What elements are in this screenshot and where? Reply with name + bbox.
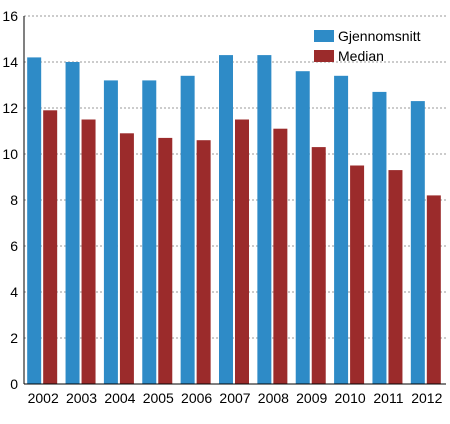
x-tick-label: 2002	[28, 390, 59, 406]
bar-median-2002	[43, 110, 58, 385]
bar-median-2007	[235, 119, 249, 384]
x-tick-label: 2010	[335, 390, 366, 406]
x-tick-label: 2005	[143, 390, 174, 406]
bar-gjennomsnitt-2010	[334, 75, 349, 385]
bar-median-2009	[311, 147, 326, 384]
x-tick-label: 2007	[219, 390, 250, 406]
bar-median-2008	[273, 128, 288, 384]
x-tick-labels: 2002 2003 2004 2005 2006 2007 2008 2009 2010 2011…	[28, 390, 443, 406]
bar-gjennomsnitt-2005	[142, 80, 157, 385]
legend: Gjennomsnitt Median	[314, 28, 421, 64]
bar-gjennomsnitt-2004	[103, 80, 118, 385]
legend-label: Median	[338, 48, 384, 64]
x-tick-label: 2012	[411, 390, 442, 406]
bar-gjennomsnitt-2008	[257, 55, 272, 384]
y-tick-label: 14	[2, 54, 18, 70]
bar-gjennomsnitt-2009	[295, 71, 310, 384]
y-tick-label: 10	[2, 146, 18, 162]
x-tick-label: 2004	[104, 390, 135, 406]
y-tick-label: 4	[10, 284, 18, 300]
x-tick-label: 2011	[373, 390, 403, 406]
bar-median-2010	[350, 165, 365, 384]
bar-gjennomsnitt-2012	[410, 101, 425, 384]
x-tick-label: 2008	[258, 390, 289, 406]
bars	[27, 55, 441, 385]
y-tick-label: 6	[10, 238, 18, 254]
bar-median-2006	[196, 140, 211, 384]
bar-gjennomsnitt-2003	[65, 62, 80, 384]
bar-median-2005	[158, 137, 173, 384]
legend-swatch-median	[314, 50, 334, 62]
bar-median-2004	[119, 133, 134, 384]
y-tick-label: 16	[2, 8, 18, 24]
y-tick-labels: 0 2 4 6 8 10 12 14 16	[2, 8, 18, 392]
y-tick-label: 2	[10, 330, 18, 346]
x-tick-label: 2003	[66, 390, 97, 406]
bar-gjennomsnitt-2006	[180, 75, 195, 385]
bar-median-2003	[81, 119, 96, 384]
bar-gjennomsnitt-2011	[372, 91, 387, 385]
x-tick-label: 2006	[181, 390, 212, 406]
legend-label: Gjennomsnitt	[338, 28, 421, 44]
bar-median-2011	[388, 170, 403, 384]
x-tick-label: 2009	[296, 390, 327, 406]
y-tick-label: 12	[2, 100, 18, 116]
legend-swatch-gjennomsnitt	[314, 30, 334, 42]
y-tick-label: 0	[10, 376, 18, 392]
bar-median-2012	[426, 195, 441, 384]
bar-gjennomsnitt-2007	[219, 55, 233, 384]
bar-gjennomsnitt-2002	[27, 57, 42, 385]
y-tick-label: 8	[10, 192, 18, 208]
